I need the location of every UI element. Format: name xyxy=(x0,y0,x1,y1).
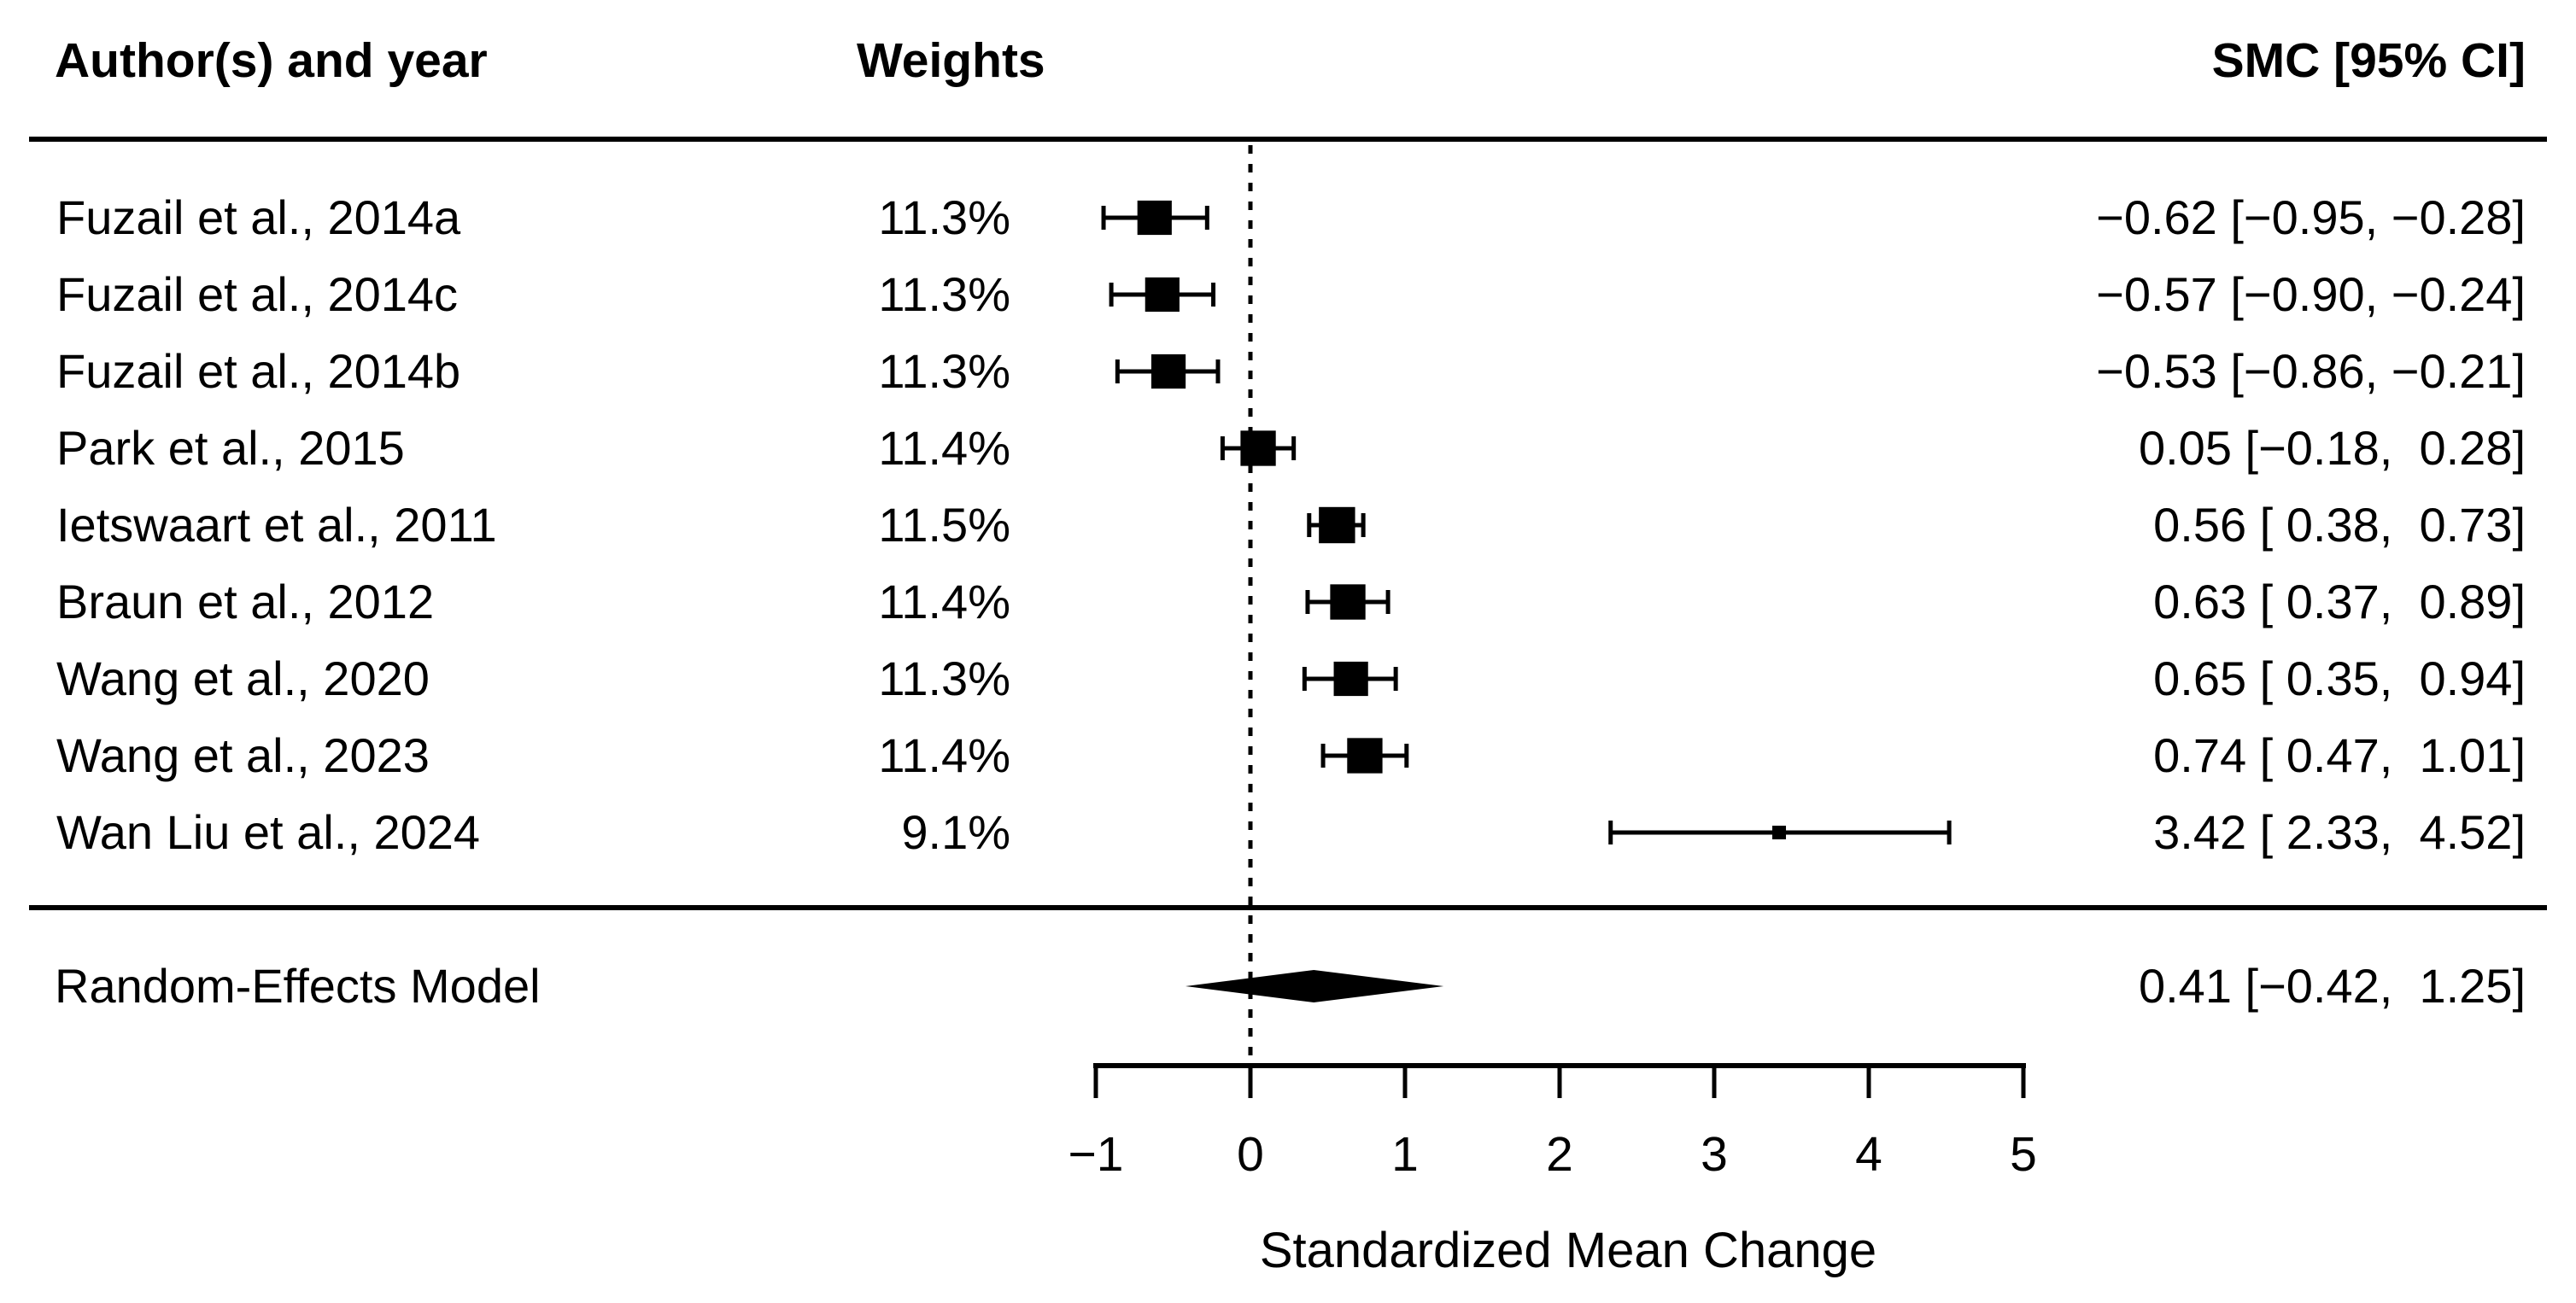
x-axis-tick-label: 4 xyxy=(1855,1127,1882,1182)
study-row-label: Wan Liu et al., 2024 xyxy=(56,805,481,859)
study-row-annotation: −0.57 [−0.90, −0.24] xyxy=(2096,267,2526,321)
header-separator-line xyxy=(29,137,2547,142)
study-row-annotation: 0.63 [ 0.37, 0.89] xyxy=(2153,575,2526,628)
column-header-authors: Author(s) and year xyxy=(55,33,488,88)
study-row-weight: 11.5% xyxy=(878,498,1010,552)
effect-square xyxy=(1150,354,1186,389)
study-row-annotation: 3.42 [ 2.33, 4.52] xyxy=(2153,805,2526,859)
x-axis-tick-label: 2 xyxy=(1546,1127,1573,1182)
effect-square xyxy=(1772,826,1787,839)
study-row-label: Braun et al., 2012 xyxy=(56,575,435,628)
study-row-label: Ietswaart et al., 2011 xyxy=(56,498,497,552)
summary-annotation: 0.41 [−0.42, 1.25] xyxy=(2138,959,2526,1013)
study-row-annotation: −0.53 [−0.86, −0.21] xyxy=(2096,344,2526,398)
effect-square xyxy=(1319,506,1355,544)
x-axis-tick-label: 0 xyxy=(1237,1127,1264,1182)
study-row-annotation: 0.05 [−0.18, 0.28] xyxy=(2138,421,2526,475)
x-axis-tick-label: 3 xyxy=(1701,1127,1728,1182)
summary-separator-line xyxy=(29,905,2547,910)
x-axis-label: Standardized Mean Change xyxy=(1259,1223,1877,1278)
column-header-smc: SMC [95% CI] xyxy=(2211,33,2526,88)
study-row-annotation: 0.65 [ 0.35, 0.94] xyxy=(2153,652,2526,705)
effect-square xyxy=(1137,200,1172,236)
study-row-weight: 11.3% xyxy=(878,190,1010,244)
study-row-weight: 9.1% xyxy=(901,805,1010,859)
summary-diamond xyxy=(1185,970,1444,1002)
study-row-label: Fuzail et al., 2014a xyxy=(56,190,461,244)
study-row-label: Park et al., 2015 xyxy=(56,421,405,475)
study-row-weight: 11.3% xyxy=(878,652,1010,705)
study-row-label: Wang et al., 2020 xyxy=(56,652,430,705)
study-row-weight: 11.4% xyxy=(878,575,1010,628)
study-row-label: Fuzail et al., 2014b xyxy=(56,344,461,398)
study-row-annotation: −0.62 [−0.95, −0.28] xyxy=(2096,190,2526,244)
effect-square xyxy=(1347,738,1383,774)
column-header-weights: Weights xyxy=(857,33,1045,88)
x-axis-tick-label: 5 xyxy=(2010,1127,2037,1182)
summary-row-label: Random-Effects Model xyxy=(55,959,541,1013)
effect-square xyxy=(1240,430,1276,466)
study-row-annotation: 0.56 [ 0.38, 0.73] xyxy=(2153,498,2526,552)
x-axis-tick-label: 1 xyxy=(1391,1127,1419,1182)
study-row-weight: 11.3% xyxy=(878,344,1010,398)
study-row-weight: 11.4% xyxy=(878,421,1010,475)
x-axis-tick-label: −1 xyxy=(1068,1127,1124,1182)
study-row-weight: 11.4% xyxy=(878,728,1010,782)
effect-square xyxy=(1145,277,1180,313)
study-row-weight: 11.3% xyxy=(878,267,1010,321)
effect-square xyxy=(1333,661,1368,697)
study-row-label: Fuzail et al., 2014c xyxy=(56,267,459,321)
study-row-label: Wang et al., 2023 xyxy=(56,728,430,782)
study-row-annotation: 0.74 [ 0.47, 1.01] xyxy=(2153,728,2526,782)
effect-square xyxy=(1330,584,1366,620)
